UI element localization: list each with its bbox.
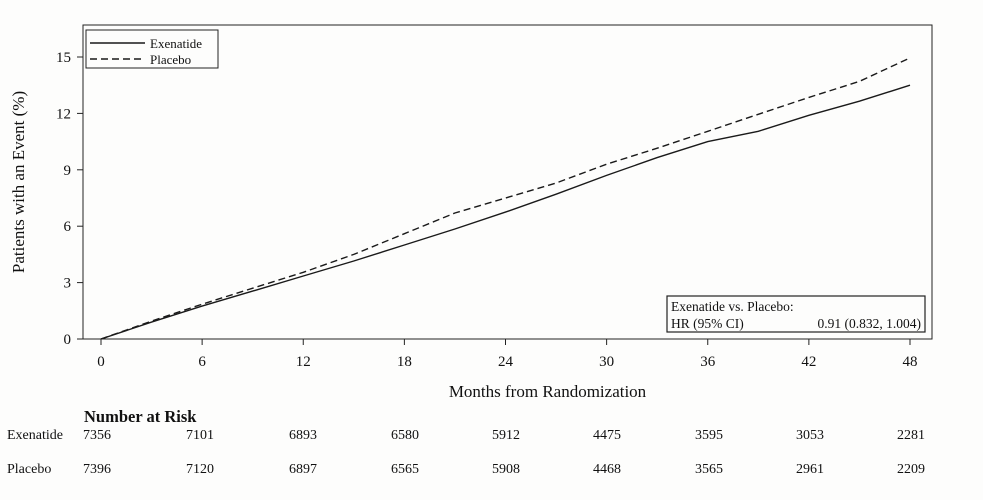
legend-label-placebo: Placebo — [150, 52, 191, 67]
risk-value: 6897 — [289, 462, 317, 477]
x-tick-label: 12 — [296, 354, 311, 370]
risk-value: 7120 — [186, 462, 214, 477]
x-tick-label: 42 — [801, 354, 816, 370]
risk-value: 4475 — [593, 428, 621, 443]
risk-row-exenatide: Exenatide 7356 7101 6893 6580 5912 4475 3595 305… — [0, 428, 983, 448]
y-tick-label: 0 — [64, 332, 72, 348]
risk-value: 3053 — [796, 428, 824, 443]
risk-value: 6580 — [391, 428, 419, 443]
y-tick-label: 15 — [56, 50, 71, 66]
x-tick-label: 18 — [397, 354, 412, 370]
y-tick-label: 12 — [56, 106, 71, 122]
risk-row-label: Placebo — [7, 462, 52, 477]
risk-value: 3565 — [695, 462, 723, 477]
risk-value: 3595 — [695, 428, 723, 443]
risk-table-title: Number at Risk — [84, 407, 197, 426]
y-tick-label: 6 — [64, 219, 72, 235]
hr-annotation-title: Exenatide vs. Placebo: — [671, 299, 794, 314]
y-tick-label: 9 — [64, 163, 72, 179]
risk-value: 2209 — [897, 462, 925, 477]
x-tick-label: 30 — [599, 354, 614, 370]
risk-value: 7356 — [83, 428, 111, 443]
risk-row-placebo: Placebo 7396 7120 6897 6565 5908 4468 3565 2961 2… — [0, 462, 983, 482]
risk-value: 2961 — [796, 462, 824, 477]
x-tick-label: 48 — [903, 354, 918, 370]
x-tick-label: 0 — [97, 354, 105, 370]
risk-value: 7101 — [186, 428, 214, 443]
plot-frame — [82, 24, 933, 340]
risk-value: 6893 — [289, 428, 317, 443]
legend-box — [85, 29, 219, 69]
hr-annotation-box — [666, 295, 926, 333]
risk-value: 2281 — [897, 428, 925, 443]
risk-value: 5908 — [492, 462, 520, 477]
x-axis-label: Months from Randomization — [449, 382, 647, 400]
hr-annotation-label: HR (95% CI) — [671, 316, 744, 331]
legend-label-exenatide: Exenatide — [150, 36, 202, 51]
risk-row-label: Exenatide — [7, 428, 63, 443]
risk-value: 5912 — [492, 428, 520, 443]
x-tick-label: 24 — [498, 354, 514, 370]
y-tick-label: 3 — [64, 276, 72, 292]
risk-value: 4468 — [593, 462, 621, 477]
hr-annotation-value: 0.91 (0.832, 1.004) — [818, 316, 922, 331]
y-axis-label: Patients with an Event (%) — [9, 91, 28, 273]
risk-value: 6565 — [391, 462, 419, 477]
series-line-exenatide — [100, 84, 911, 340]
x-tick-label: 36 — [700, 354, 716, 370]
x-tick-label: 6 — [198, 354, 206, 370]
risk-value: 7396 — [83, 462, 111, 477]
